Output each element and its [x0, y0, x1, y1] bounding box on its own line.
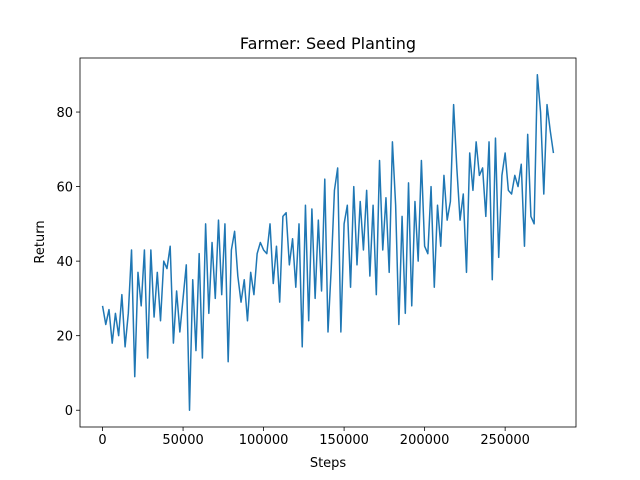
plot-frame	[79, 57, 577, 428]
x-tick-label: 200000	[400, 433, 450, 448]
x-tick-label: 250000	[480, 433, 530, 448]
x-axis-label: Steps	[310, 456, 347, 471]
line	[101, 74, 555, 411]
y-tick-label: 40	[56, 255, 73, 270]
x-tick-label: 150000	[319, 433, 369, 448]
y-axis-label: Return	[33, 220, 48, 263]
y-tick-label: 20	[56, 330, 73, 345]
y-tick-label: 80	[56, 106, 73, 121]
x-tick-label: 50000	[162, 433, 203, 448]
y-tick-label: 0	[65, 404, 73, 419]
x-tick-label: 0	[98, 433, 106, 448]
x-tick-label: 100000	[239, 433, 289, 448]
y-tick-label: 60	[56, 181, 73, 196]
chart-title: Farmer: Seed Planting	[240, 34, 416, 53]
